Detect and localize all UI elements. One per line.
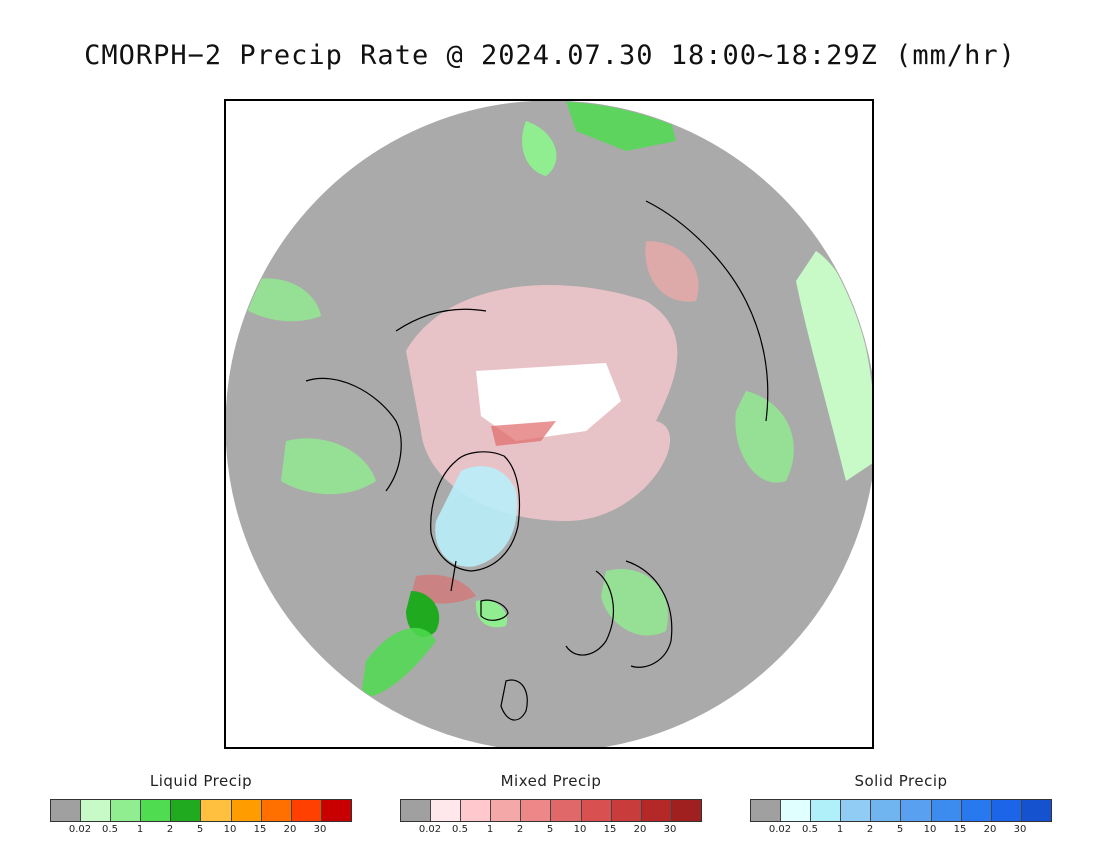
legend-tick-label: 20 [983,824,997,835]
legend-swatch [961,800,992,821]
legend-solid: Solid Precip 0.02 0.5 1 2 5 10 15 20 30 [750,772,1052,838]
legend-swatch [81,800,112,821]
liquid-patch-atlantic [406,591,440,638]
legend-swatch [521,800,552,821]
legend-swatch [171,800,202,821]
mixed-patch-siberia [645,241,699,302]
greenland-solid-precip [435,466,517,567]
legend-swatch [1021,800,1051,821]
legend-tick-label: 0.02 [68,824,92,835]
legend-tick-label: 2 [866,824,874,835]
legend-tick-label: 20 [633,824,647,835]
chart-title: CMORPH−2 Precip Rate @ 2024.07.30 18:00~… [84,40,1016,71]
legend-swatch [491,800,522,821]
legend-tick-label: 15 [603,824,617,835]
legend-swatch [641,800,672,821]
legend-ticks: 0.02 0.5 1 2 5 10 15 20 30 [50,824,352,838]
legend-tick-label: 0.5 [802,824,818,835]
legend-swatch [261,800,292,821]
legend-swatch [201,800,232,821]
legend-tick-label: 30 [313,824,327,835]
legend-swatch [291,800,322,821]
legend-title: Liquid Precip [149,772,253,790]
legend-swatch [901,800,932,821]
legend-tick-label: 0.02 [418,824,442,835]
polar-nodata-core [476,363,621,441]
legend-tick-label: 10 [573,824,587,835]
liquid-patch-nw [241,278,321,322]
legend-swatch [51,800,82,821]
legend-tick-label: 20 [283,824,297,835]
legend-swatch [551,800,582,821]
legend-swatch [111,800,142,821]
legend-tick-label: 2 [166,824,174,835]
liquid-patch-asia [735,391,794,483]
legend-ticks: 0.02 0.5 1 2 5 10 15 20 30 [400,824,702,838]
legend-swatch [931,800,962,821]
liquid-patch-pacific [522,121,557,176]
liquid-band-east [796,251,872,481]
legend-tick-label: 5 [196,824,204,835]
legend-tick-label: 30 [663,824,677,835]
legend-swatch [751,800,782,821]
legend-tick-label: 1 [136,824,144,835]
legend-swatch [991,800,1022,821]
legend-swatch [871,800,902,821]
legend-swatch [841,800,872,821]
legend-swatch [141,800,172,821]
legend-tick-label: 10 [223,824,237,835]
legend-ticks: 0.02 0.5 1 2 5 10 15 20 30 [750,824,1052,838]
legend-tick-label: 5 [896,824,904,835]
legend-swatch [811,800,842,821]
legend-tick-label: 30 [1013,824,1027,835]
legend-tick-label: 0.5 [452,824,468,835]
legend-bar [400,799,702,822]
polar-precip-map [224,99,874,749]
legend-swatch [401,800,432,821]
legend-swatch [671,800,701,821]
legend-tick-label: 0.02 [768,824,792,835]
legend-tick-label: 0.5 [102,824,118,835]
liquid-patch-scandinavia [601,569,668,636]
legend-bar [50,799,352,822]
legend-swatch [231,800,262,821]
legend-swatch [431,800,462,821]
liquid-band-atlantic [361,627,436,697]
legend-title: Solid Precip [854,772,948,790]
legend-bar [750,799,1052,822]
legend-swatch [461,800,492,821]
legend-swatch [581,800,612,821]
legend-tick-label: 10 [923,824,937,835]
coastlines [305,200,769,721]
legend-swatch [611,800,642,821]
legend-swatch [321,800,351,821]
legend-tick-label: 5 [546,824,554,835]
legend-tick-label: 15 [253,824,267,835]
legend-liquid: Liquid Precip 0.02 0.5 1 2 5 10 15 20 30 [50,772,352,838]
legend-title: Mixed Precip [500,772,602,790]
legend-mixed: Mixed Precip 0.02 0.5 1 2 5 10 15 20 30 [400,772,702,838]
liquid-patch-canada [281,438,376,495]
legend-tick-label: 2 [516,824,524,835]
mixed-band-strong [491,421,556,446]
legend-tick-label: 1 [486,824,494,835]
legend-tick-label: 1 [836,824,844,835]
legend-swatch [781,800,812,821]
map-svg [226,101,872,747]
liquid-patch-iceland [475,600,507,628]
legend-tick-label: 15 [953,824,967,835]
